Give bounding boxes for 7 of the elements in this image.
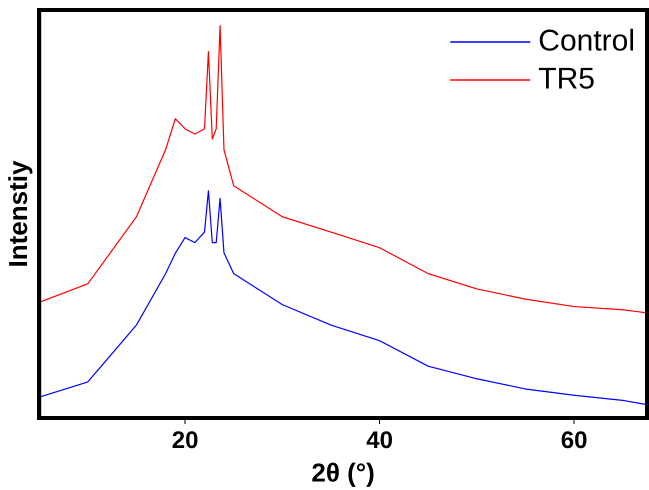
x-tick-label: 60	[560, 427, 588, 454]
legend-label: TR5	[538, 62, 595, 96]
legend-label: Control	[538, 24, 636, 58]
x-tick-label: 40	[366, 427, 393, 454]
x-tick-label: 20	[172, 427, 198, 454]
x-axis-title: 2θ (°)	[311, 458, 375, 488]
y-axis-title: Intenstiy	[2, 160, 33, 268]
